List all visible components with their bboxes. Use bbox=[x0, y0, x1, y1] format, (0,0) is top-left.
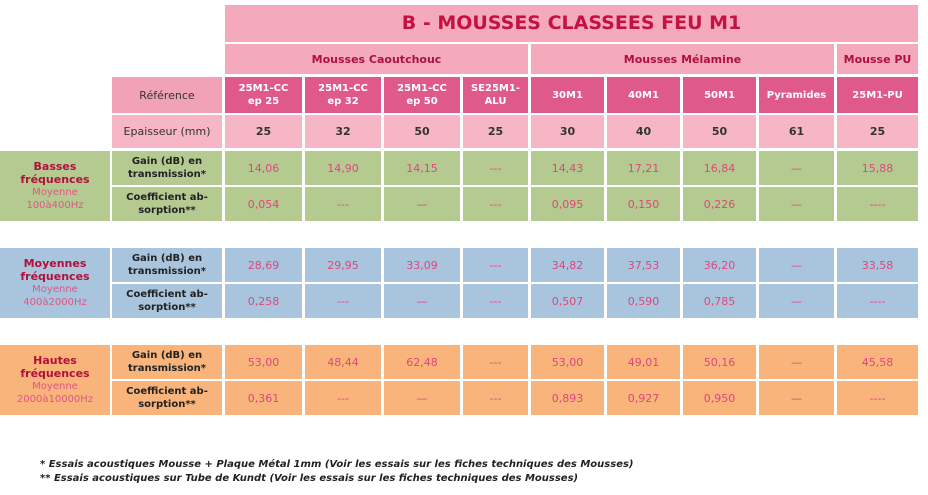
thickness: 50 bbox=[384, 115, 460, 148]
row-label: Gain (dB) en transmission* bbox=[112, 345, 222, 379]
reference: Pyramides bbox=[759, 77, 834, 113]
row-label: Coefficient ab-sorption** bbox=[112, 284, 222, 318]
value: 28,69 bbox=[225, 248, 302, 282]
row-label: Gain (dB) en transmission* bbox=[112, 151, 222, 185]
value: — bbox=[759, 381, 834, 415]
footnote: * Essais acoustiques Mousse + Plaque Mét… bbox=[40, 458, 634, 470]
value: 33,58 bbox=[837, 248, 918, 282]
value: — bbox=[384, 284, 460, 318]
value: 45,58 bbox=[837, 345, 918, 379]
value: 0,095 bbox=[531, 187, 604, 221]
band-text: 2000à10000Hz bbox=[16, 394, 94, 405]
value: --- bbox=[463, 248, 528, 282]
value: — bbox=[384, 381, 460, 415]
reference: SE25M1-ALU bbox=[463, 77, 528, 113]
value: 17,21 bbox=[607, 151, 680, 185]
value: ---- bbox=[837, 187, 918, 221]
reference: 25M1-CC ep 32 bbox=[305, 77, 381, 113]
value: --- bbox=[463, 151, 528, 185]
band-text: Hautes fréquences bbox=[20, 354, 90, 380]
reference: 25M1-CC ep 25 bbox=[225, 77, 302, 113]
row-header: Epaisseur (mm) bbox=[112, 115, 222, 148]
band-label: Basses fréquences Moyenne 100à400Hz bbox=[0, 151, 110, 221]
value: 37,53 bbox=[607, 248, 680, 282]
group-header: Mousse PU bbox=[837, 44, 918, 74]
row-label: Coefficient ab-sorption** bbox=[112, 187, 222, 221]
band-text: 100à400Hz bbox=[26, 200, 84, 211]
value: — bbox=[759, 187, 834, 221]
value: 14,43 bbox=[531, 151, 604, 185]
value: — bbox=[759, 284, 834, 318]
group-header: Mousses Mélamine bbox=[531, 44, 834, 74]
footnote: ** Essais acoustiques sur Tube de Kundt … bbox=[40, 472, 579, 484]
value: 0,361 bbox=[225, 381, 302, 415]
row-label: Gain (dB) en transmission* bbox=[112, 248, 222, 282]
value: 0,927 bbox=[607, 381, 680, 415]
reference: 50M1 bbox=[683, 77, 756, 113]
value: 53,00 bbox=[225, 345, 302, 379]
value: 48,44 bbox=[305, 345, 381, 379]
value: 16,84 bbox=[683, 151, 756, 185]
group-header: Mousses Caoutchouc bbox=[225, 44, 528, 74]
band-text: 400à2000Hz bbox=[23, 297, 87, 308]
value: — bbox=[759, 151, 834, 185]
value: 50,16 bbox=[683, 345, 756, 379]
value: --- bbox=[463, 381, 528, 415]
value: 33,09 bbox=[384, 248, 460, 282]
band-text: Moyenne bbox=[32, 381, 78, 392]
thickness: 32 bbox=[305, 115, 381, 148]
value: 53,00 bbox=[531, 345, 604, 379]
value: 0,893 bbox=[531, 381, 604, 415]
band-text: Moyenne bbox=[32, 187, 78, 198]
thickness: 25 bbox=[225, 115, 302, 148]
band-label: Moyennes fréquences Moyenne 400à2000Hz bbox=[0, 248, 110, 318]
value: 0,150 bbox=[607, 187, 680, 221]
value: 14,90 bbox=[305, 151, 381, 185]
value: --- bbox=[463, 345, 528, 379]
thickness: 25 bbox=[837, 115, 918, 148]
band-text: Moyennes fréquences bbox=[20, 257, 90, 283]
value: 0,226 bbox=[683, 187, 756, 221]
value: — bbox=[759, 248, 834, 282]
value: 62,48 bbox=[384, 345, 460, 379]
reference: 25M1-CC ep 50 bbox=[384, 77, 460, 113]
thickness: 50 bbox=[683, 115, 756, 148]
value: 15,88 bbox=[837, 151, 918, 185]
thickness: 25 bbox=[463, 115, 528, 148]
value: 0,950 bbox=[683, 381, 756, 415]
thickness: 30 bbox=[531, 115, 604, 148]
value: 0,590 bbox=[607, 284, 680, 318]
value: 0,258 bbox=[225, 284, 302, 318]
value: ---- bbox=[837, 284, 918, 318]
value: ---- bbox=[837, 381, 918, 415]
value: — bbox=[759, 345, 834, 379]
value: 34,82 bbox=[531, 248, 604, 282]
band-label: Hautes fréquences Moyenne 2000à10000Hz bbox=[0, 345, 110, 415]
value: --- bbox=[305, 381, 381, 415]
value: 29,95 bbox=[305, 248, 381, 282]
value: --- bbox=[305, 187, 381, 221]
band-text: Moyenne bbox=[32, 284, 78, 295]
band-text: Basses fréquences bbox=[20, 160, 90, 186]
value: 14,15 bbox=[384, 151, 460, 185]
thickness: 40 bbox=[607, 115, 680, 148]
value: --- bbox=[463, 187, 528, 221]
value: 0,054 bbox=[225, 187, 302, 221]
reference: 25M1-PU bbox=[837, 77, 918, 113]
value: --- bbox=[463, 284, 528, 318]
value: 14,06 bbox=[225, 151, 302, 185]
row-label: Coefficient ab-sorption** bbox=[112, 381, 222, 415]
value: — bbox=[384, 187, 460, 221]
row-header: Référence bbox=[112, 77, 222, 113]
value: 49,01 bbox=[607, 345, 680, 379]
reference: 40M1 bbox=[607, 77, 680, 113]
thickness: 61 bbox=[759, 115, 834, 148]
value: 0,507 bbox=[531, 284, 604, 318]
value: 0,785 bbox=[683, 284, 756, 318]
value: 36,20 bbox=[683, 248, 756, 282]
title: B - MOUSSES CLASSEES FEU M1 bbox=[225, 5, 918, 42]
reference: 30M1 bbox=[531, 77, 604, 113]
value: --- bbox=[305, 284, 381, 318]
